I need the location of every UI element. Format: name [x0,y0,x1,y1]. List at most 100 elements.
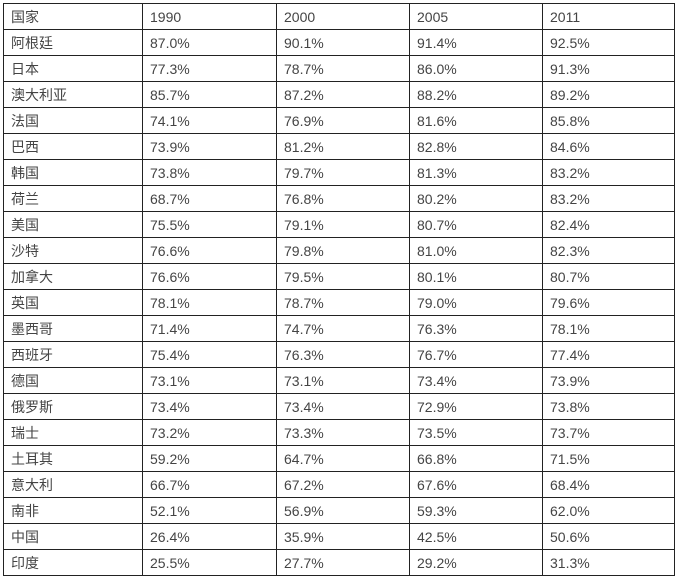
value-cell: 73.7% [542,419,675,446]
value-cell: 59.2% [142,445,277,472]
value-cell: 75.4% [142,341,277,368]
value-cell: 73.1% [142,367,277,394]
value-cell: 26.4% [142,523,277,550]
country-cell: 日本 [3,55,143,82]
value-cell: 68.4% [542,471,675,498]
value-cell: 67.6% [409,471,543,498]
country-cell: 荷兰 [3,185,143,212]
table-row: 中国 26.4% 35.9% 42.5% 50.6% [3,523,675,550]
value-cell: 79.5% [276,263,410,290]
value-cell: 31.3% [542,549,675,576]
table-row: 印度 25.5% 27.7% 29.2% 31.3% [3,549,675,576]
header-row: 国家 1990 2000 2005 2011 [3,3,675,30]
value-cell: 73.4% [276,393,410,420]
value-cell: 73.5% [409,419,543,446]
value-cell: 77.4% [542,341,675,368]
table-row: 瑞士 73.2% 73.3% 73.5% 73.7% [3,419,675,446]
value-cell: 81.0% [409,237,543,264]
value-cell: 67.2% [276,471,410,498]
table-row: 意大利 66.7% 67.2% 67.6% 68.4% [3,471,675,498]
value-cell: 71.4% [142,315,277,342]
value-cell: 79.7% [276,159,410,186]
value-cell: 87.0% [142,29,277,56]
table-row: 德国 73.1% 73.1% 73.4% 73.9% [3,367,675,394]
table-row: 巴西 73.9% 81.2% 82.8% 84.6% [3,133,675,160]
value-cell: 88.2% [409,81,543,108]
value-cell: 71.5% [542,445,675,472]
country-cell: 墨西哥 [3,315,143,342]
table-row: 墨西哥 71.4% 74.7% 76.3% 78.1% [3,315,675,342]
value-cell: 42.5% [409,523,543,550]
value-cell: 74.1% [142,107,277,134]
country-cell: 巴西 [3,133,143,160]
data-table: 国家 1990 2000 2005 2011 阿根廷 87.0% 90.1% 91.4… [3,3,675,576]
value-cell: 73.8% [542,393,675,420]
value-cell: 73.3% [276,419,410,446]
value-cell: 80.2% [409,185,543,212]
country-cell: 沙特 [3,237,143,264]
table-row: 荷兰 68.7% 76.8% 80.2% 83.2% [3,185,675,212]
value-cell: 80.7% [409,211,543,238]
value-cell: 87.2% [276,81,410,108]
country-cell: 韩国 [3,159,143,186]
value-cell: 91.4% [409,29,543,56]
country-cell: 德国 [3,367,143,394]
value-cell: 73.9% [142,133,277,160]
value-cell: 73.9% [542,367,675,394]
table-row: 沙特 76.6% 79.8% 81.0% 82.3% [3,237,675,264]
value-cell: 79.0% [409,289,543,316]
table-row: 土耳其 59.2% 64.7% 66.8% 71.5% [3,445,675,472]
value-cell: 72.9% [409,393,543,420]
value-cell: 62.0% [542,497,675,524]
header-cell: 2011 [542,3,675,30]
table-row: 英国 78.1% 78.7% 79.0% 79.6% [3,289,675,316]
value-cell: 76.3% [276,341,410,368]
value-cell: 83.2% [542,159,675,186]
table-row: 西班牙 75.4% 76.3% 76.7% 77.4% [3,341,675,368]
value-cell: 66.8% [409,445,543,472]
value-cell: 76.7% [409,341,543,368]
value-cell: 79.1% [276,211,410,238]
value-cell: 79.8% [276,237,410,264]
country-cell: 土耳其 [3,445,143,472]
table-row: 俄罗斯 73.4% 73.4% 72.9% 73.8% [3,393,675,420]
country-cell: 美国 [3,211,143,238]
value-cell: 76.6% [142,237,277,264]
country-cell: 阿根廷 [3,29,143,56]
country-cell: 俄罗斯 [3,393,143,420]
value-cell: 76.3% [409,315,543,342]
value-cell: 27.7% [276,549,410,576]
value-cell: 90.1% [276,29,410,56]
value-cell: 83.2% [542,185,675,212]
value-cell: 92.5% [542,29,675,56]
value-cell: 78.7% [276,55,410,82]
country-cell: 西班牙 [3,341,143,368]
country-cell: 瑞士 [3,419,143,446]
value-cell: 80.1% [409,263,543,290]
value-cell: 80.7% [542,263,675,290]
table-row: 日本 77.3% 78.7% 86.0% 91.3% [3,55,675,82]
value-cell: 64.7% [276,445,410,472]
value-cell: 74.7% [276,315,410,342]
table-row: 韩国 73.8% 79.7% 81.3% 83.2% [3,159,675,186]
value-cell: 76.8% [276,185,410,212]
value-cell: 85.7% [142,81,277,108]
value-cell: 59.3% [409,497,543,524]
country-cell: 意大利 [3,471,143,498]
value-cell: 84.6% [542,133,675,160]
table-row: 法国 74.1% 76.9% 81.6% 85.8% [3,107,675,134]
table-row: 美国 75.5% 79.1% 80.7% 82.4% [3,211,675,238]
value-cell: 77.3% [142,55,277,82]
value-cell: 85.8% [542,107,675,134]
value-cell: 78.7% [276,289,410,316]
value-cell: 73.2% [142,419,277,446]
value-cell: 52.1% [142,497,277,524]
value-cell: 73.4% [142,393,277,420]
value-cell: 86.0% [409,55,543,82]
value-cell: 81.6% [409,107,543,134]
table-row: 南非 52.1% 56.9% 59.3% 62.0% [3,497,675,524]
country-cell: 印度 [3,549,143,576]
value-cell: 66.7% [142,471,277,498]
value-cell: 82.8% [409,133,543,160]
country-cell: 澳大利亚 [3,81,143,108]
